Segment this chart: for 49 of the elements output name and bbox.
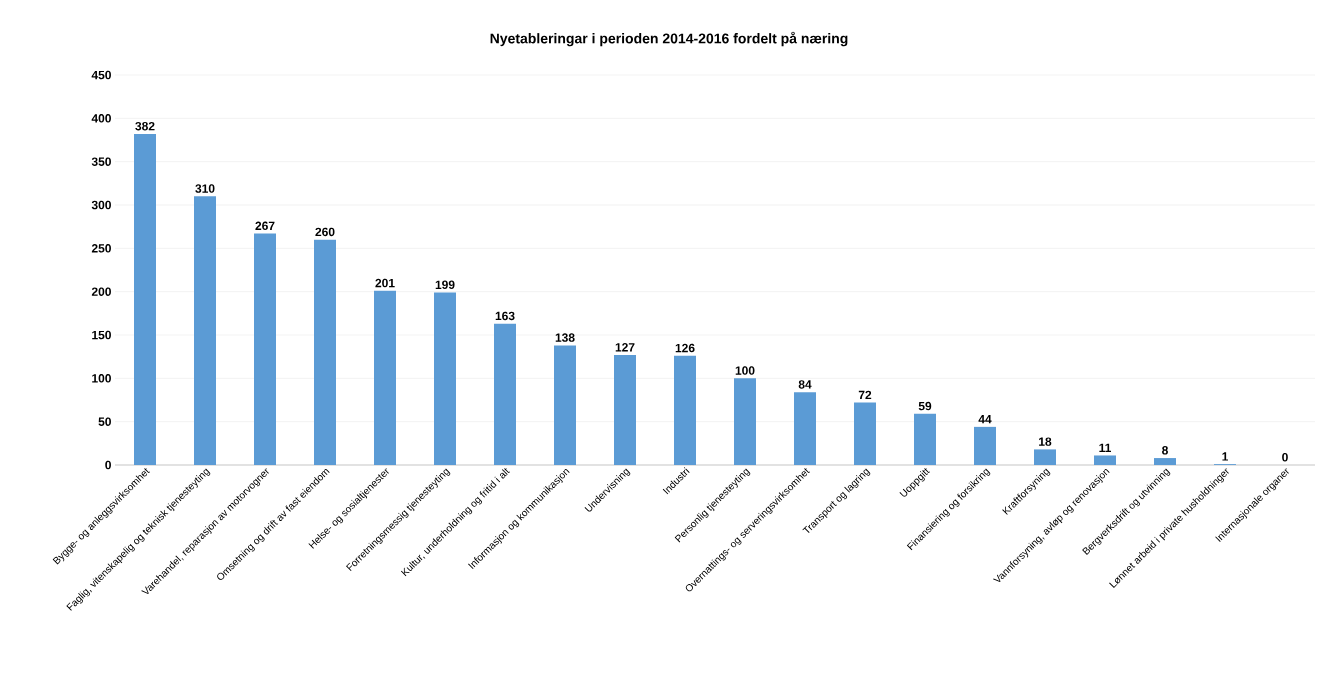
- data-label: 44: [978, 415, 992, 424]
- data-label: 59: [918, 401, 932, 411]
- y-tick-label: 350: [91, 157, 111, 166]
- data-label: 84: [798, 380, 812, 389]
- data-label: 1: [1222, 452, 1228, 461]
- bar: [974, 426, 996, 465]
- data-label: 127: [615, 343, 635, 352]
- data-label: 260: [315, 227, 335, 237]
- data-label: 163: [495, 311, 515, 321]
- y-tick-label: 450: [91, 70, 111, 80]
- data-label: 126: [675, 343, 695, 353]
- chart-title: Nyetableringar i perioden 2014-2016 fordelt på næring: [490, 31, 848, 47]
- bar: [734, 378, 756, 465]
- bar: [614, 354, 636, 465]
- bar: [794, 392, 816, 465]
- y-tick-label: 400: [91, 114, 111, 123]
- y-tick-label: 100: [92, 374, 111, 383]
- data-label: 18: [1039, 437, 1052, 446]
- data-label: 310: [195, 184, 215, 193]
- data-label: 8: [1162, 446, 1168, 455]
- bar: [854, 402, 876, 465]
- y-tick-label: 250: [91, 244, 111, 253]
- data-label: 199: [435, 280, 455, 289]
- bar: [254, 233, 276, 465]
- bar: [1154, 458, 1176, 465]
- data-label: 382: [135, 121, 155, 131]
- y-tick-label: 300: [91, 200, 111, 210]
- data-label: 138: [555, 333, 575, 342]
- data-label: 267: [255, 221, 275, 231]
- bar: [134, 133, 156, 465]
- y-tick-label: 200: [91, 287, 111, 296]
- bar: [1094, 455, 1116, 465]
- bar: [314, 239, 336, 465]
- y-tick-label: 0: [105, 460, 111, 470]
- bar: [554, 345, 576, 465]
- bar: [914, 413, 936, 465]
- bar: [434, 292, 456, 465]
- data-label: 201: [375, 278, 395, 288]
- y-tick-label: 150: [92, 330, 111, 340]
- bar: [1034, 449, 1056, 465]
- bar: [674, 355, 696, 465]
- bar: [374, 290, 396, 465]
- y-tick-label: 50: [98, 417, 111, 426]
- data-label: 100: [735, 366, 755, 375]
- data-label: 0: [1282, 452, 1288, 462]
- data-label: 72: [858, 390, 872, 400]
- data-label: 11: [1099, 443, 1111, 452]
- bar: [194, 196, 216, 465]
- bar: [494, 323, 516, 465]
